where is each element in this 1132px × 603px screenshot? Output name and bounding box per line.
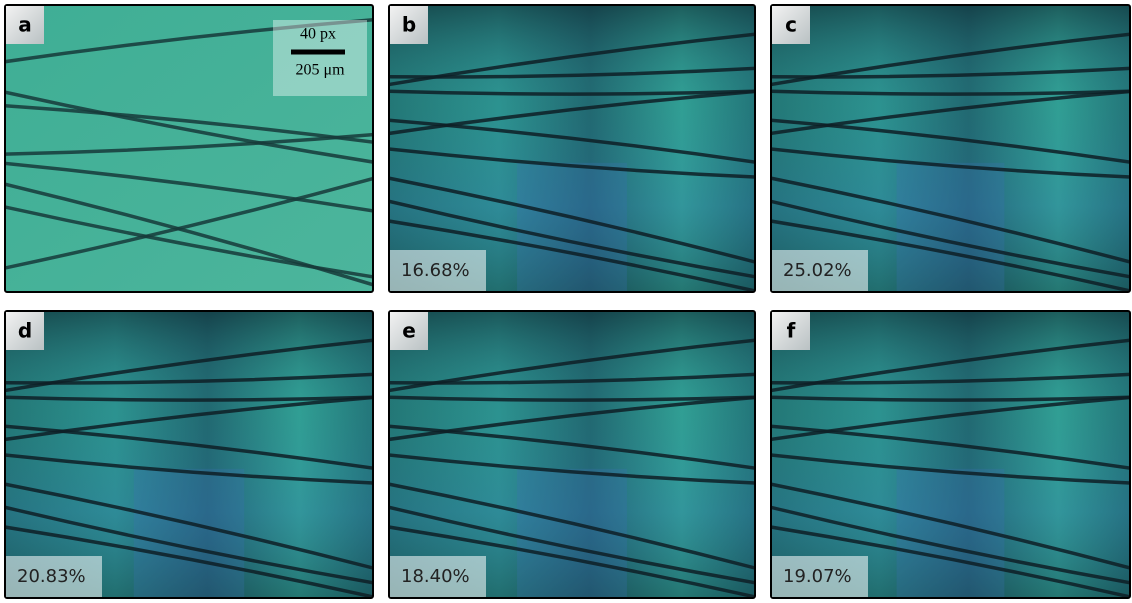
percent: 16.68% bbox=[401, 260, 470, 281]
percent: 25.02% bbox=[783, 260, 852, 281]
percent: 18.40% bbox=[401, 566, 470, 587]
percent: 19.07% bbox=[783, 566, 852, 587]
image bbox=[384, 311, 760, 598]
panel: a 40 px 205 μm bbox=[0, 5, 378, 292]
panel-label: a bbox=[18, 13, 32, 37]
image bbox=[384, 5, 760, 292]
panel-label: b bbox=[402, 13, 416, 37]
scale-um: 205 μm bbox=[295, 62, 345, 79]
panel: b 16.68% bbox=[384, 5, 760, 292]
panel: e 18.40% bbox=[384, 311, 760, 598]
percent: 20.83% bbox=[17, 566, 86, 587]
image bbox=[0, 311, 378, 598]
panel-label: f bbox=[787, 319, 796, 343]
figure: a 40 px 205 μm b 16.68% c 25.02% d 20.83% e 18.40%… bbox=[0, 0, 1132, 599]
panel: f 19.07% bbox=[766, 311, 1132, 598]
image bbox=[766, 5, 1132, 292]
scale-px: 40 px bbox=[300, 26, 336, 43]
image bbox=[766, 311, 1132, 598]
panel: d 20.83% bbox=[0, 311, 378, 598]
panel: c 25.02% bbox=[766, 5, 1132, 292]
panel-label: e bbox=[402, 319, 416, 343]
panel-label: d bbox=[18, 319, 32, 343]
panel-label: c bbox=[785, 13, 797, 37]
